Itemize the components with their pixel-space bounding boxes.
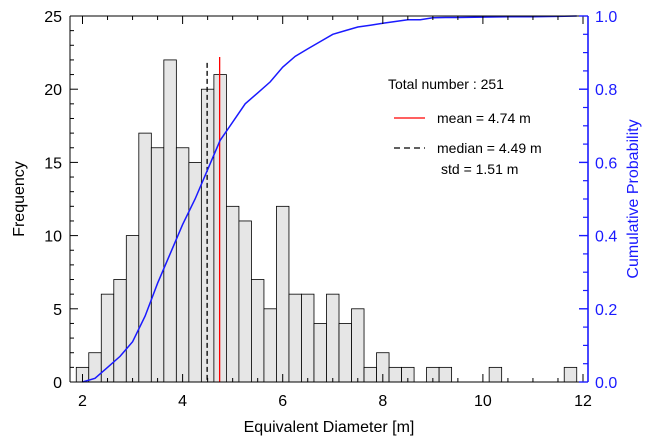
histogram-bar bbox=[100, 293, 115, 383]
y2-tick-label: 0.8 bbox=[595, 82, 617, 99]
y2-axis-title: Cumulative Probability bbox=[625, 119, 642, 278]
histogram-bar bbox=[488, 366, 503, 383]
reference-lines bbox=[206, 56, 221, 382]
y2-tick-label: 0.0 bbox=[595, 375, 617, 392]
histogram-bar bbox=[351, 308, 365, 383]
histogram-bar bbox=[226, 205, 240, 383]
histogram-bar bbox=[288, 293, 302, 383]
y-tick-label: 5 bbox=[53, 302, 62, 319]
histogram-bar bbox=[363, 366, 377, 383]
histogram-bar bbox=[563, 366, 578, 383]
histogram-bar bbox=[113, 279, 127, 383]
legend-mean-label: mean = 4.74 m bbox=[437, 110, 531, 126]
x-tick-label: 4 bbox=[178, 393, 187, 410]
histogram-bar bbox=[276, 205, 290, 383]
y-tick-label: 10 bbox=[44, 229, 62, 246]
total-number-label: Total number : 251 bbox=[388, 76, 504, 92]
x-tick-label: 2 bbox=[78, 393, 87, 410]
y2-tick-label: 0.2 bbox=[595, 302, 617, 319]
y2-tick-label: 1.0 bbox=[595, 9, 617, 26]
histogram-bar bbox=[138, 132, 152, 383]
histogram-bar bbox=[163, 59, 177, 383]
cumulative-curve bbox=[82, 15, 577, 383]
histogram-bar bbox=[263, 308, 277, 383]
x-axis-title: Equivalent Diameter [m] bbox=[244, 419, 415, 436]
histogram-bars bbox=[75, 59, 578, 383]
y-tick-label: 15 bbox=[44, 155, 62, 172]
histogram-bar bbox=[313, 323, 327, 383]
histogram-bar bbox=[326, 293, 340, 383]
x-tick-label: 6 bbox=[278, 393, 287, 410]
x-tick-label: 8 bbox=[378, 393, 387, 410]
histogram-bar bbox=[175, 147, 190, 383]
histogram-bar bbox=[150, 147, 165, 383]
histogram-bar bbox=[251, 279, 265, 383]
histogram-bar bbox=[238, 220, 252, 383]
histogram-bar bbox=[438, 366, 453, 383]
y-axis-title: Frequency bbox=[11, 161, 28, 237]
y2-tick-label: 0.4 bbox=[595, 229, 617, 246]
histogram-bar bbox=[301, 293, 315, 383]
y-tick-label: 0 bbox=[53, 375, 62, 392]
std-label: std = 1.51 m bbox=[441, 161, 518, 177]
ticks: 2 4 6 8 10 12 0 5 10 15 20 25 0.0 0.2 0.4 0.6 0.8 1.0 bbox=[44, 9, 617, 410]
legend-median-label: median = 4.49 m bbox=[437, 140, 542, 156]
histogram-bar bbox=[188, 161, 202, 383]
histogram-bar bbox=[338, 323, 352, 383]
cumulative-curve-group bbox=[82, 15, 577, 383]
y-tick-label: 25 bbox=[44, 9, 62, 26]
x-tick-label: 12 bbox=[574, 393, 592, 410]
legend: Total number : 251 mean = 4.74 m median … bbox=[388, 76, 542, 177]
histogram-bar bbox=[388, 366, 402, 383]
y-tick-label: 20 bbox=[44, 82, 62, 99]
y2-tick-label: 0.6 bbox=[595, 155, 617, 172]
histogram-bar bbox=[125, 235, 140, 383]
x-tick-label: 10 bbox=[474, 393, 492, 410]
